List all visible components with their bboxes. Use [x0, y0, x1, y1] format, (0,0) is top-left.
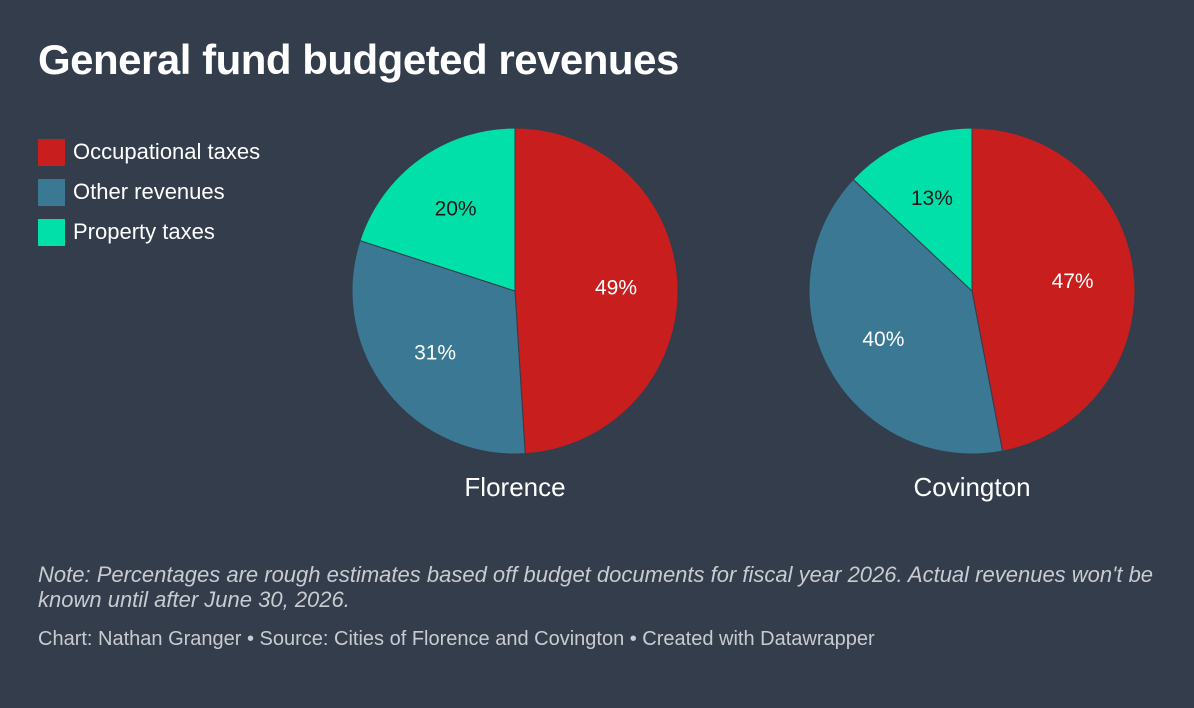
chart-footer: Chart: Nathan Granger • Source: Cities o… [38, 628, 875, 650]
pie-slice-florence-occupational-taxes [514, 127, 679, 455]
pie-label-florence-other-revenues: 31% [414, 341, 456, 364]
legend-item-occupational-taxes: Occupational taxes [38, 138, 260, 166]
legend-item-other-revenues: Other revenues [38, 178, 260, 206]
pie-covington: 47% 40% 13% Covington [808, 127, 1136, 502]
pie-caption-florence: Florence [464, 472, 565, 502]
pie-florence: 49% 31% 20% Florence [351, 127, 679, 502]
legend-label: Other revenues [73, 179, 225, 204]
legend-swatch-other-revenues [38, 178, 65, 206]
chart-note: Note: Percentages are rough estimates ba… [38, 562, 1154, 612]
legend-label: Property taxes [73, 219, 215, 244]
pie-label-florence-occupational-taxes: 49% [595, 276, 637, 299]
chart-title: General fund budgeted revenues [38, 36, 679, 83]
legend-swatch-occupational-taxes [38, 138, 65, 166]
pie-caption-covington: Covington [913, 472, 1030, 502]
legend-item-property-taxes: Property taxes [38, 218, 260, 246]
pie-label-florence-property-taxes: 20% [435, 198, 477, 221]
legend: Occupational taxes Other revenues Proper… [38, 138, 260, 258]
pie-slice-covington-occupational-taxes [971, 127, 1136, 452]
pie-slice-covington-property-taxes [852, 127, 973, 293]
pie-slice-florence-other-revenues [351, 239, 526, 455]
pie-slice-covington-other-revenues [808, 178, 1004, 455]
legend-swatch-property-taxes [38, 218, 65, 246]
pie-label-covington-other-revenues: 40% [862, 328, 904, 351]
legend-label: Occupational taxes [73, 139, 261, 164]
pie-slice-florence-property-taxes [359, 127, 516, 292]
pie-label-covington-property-taxes: 13% [911, 187, 953, 210]
pie-label-covington-occupational-taxes: 47% [1052, 270, 1094, 293]
